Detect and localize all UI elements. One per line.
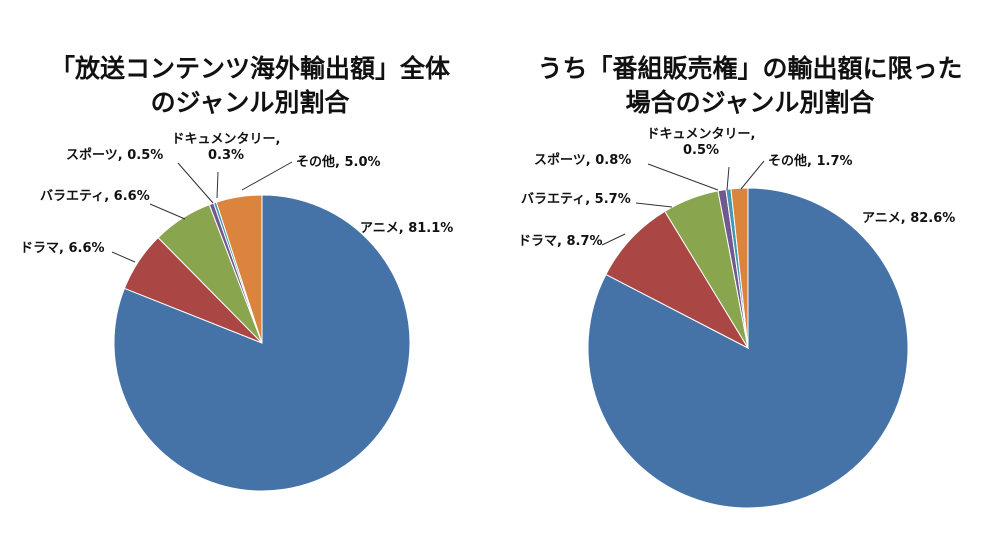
pie-slice-6: [730, 187, 749, 349]
chart-total-export: 「放送コンテンツ海外輸出額」全体 のジャンル別割合 アニメ, 81.1% ドラマ,…: [0, 52, 500, 492]
slice-label: その他, 1.7%: [768, 153, 853, 169]
leader-line: [241, 161, 293, 191]
leader-line: [740, 160, 765, 190]
leader-line: [216, 171, 219, 199]
leader-line: [635, 202, 673, 208]
pie-slice-2: [605, 210, 750, 350]
chart-title-line-2: 場合のジャンル別割合: [625, 88, 875, 117]
slice-label: アニメ, 81.1%: [360, 221, 453, 236]
chart-title: 「放送コンテンツ海外輸出額」全体 のジャンル別割合: [0, 52, 500, 120]
slice-label: ドラマ, 8.7%: [518, 234, 603, 249]
pie-slice-6: [215, 194, 263, 344]
chart-broadcast-rights: うち「番組販売権」の輸出額に限った 場合のジャンル別割合 アニメ, 82.6% ド…: [500, 0, 1000, 560]
leader-line: [177, 162, 214, 204]
slice-label: その他, 5.0%: [296, 154, 381, 170]
chart-title-line-1: 「放送コンテンツ海外輸出額」全体: [49, 54, 450, 83]
slice-label: ドキュメンタリー, 0.3%: [172, 132, 281, 163]
chart-title-line-2: のジャンル別割合: [150, 88, 350, 117]
slice-label: ドラマ, 6.6%: [20, 241, 105, 256]
chart-title-line-1: うち「番組販売権」の輸出額に限った: [537, 54, 963, 83]
slice-label: スポーツ, 0.5%: [66, 147, 163, 163]
pie-chart: アニメ, 82.6% ドラマ, 8.7% バラエティ, 5.7% スポーツ, 0.8%…: [518, 127, 955, 509]
leader-line: [111, 251, 136, 263]
slice-label: バラエティ, 5.7%: [521, 192, 631, 207]
slice-label: ドキュメンタリー, 0.5%: [647, 127, 756, 158]
leader-line: [149, 203, 186, 220]
pie-chart: アニメ, 81.1% ドラマ, 6.6% バラエティ, 6.6% スポーツ, 0.5%…: [20, 132, 453, 492]
leader-line: [726, 166, 730, 191]
leader-line: [647, 163, 719, 191]
leader-line: [601, 233, 626, 246]
chart-title: うち「番組販売権」の輸出額に限った 場合のジャンル別割合: [500, 52, 1000, 120]
slice-label: スポーツ, 0.8%: [534, 152, 631, 168]
slice-label: アニメ, 82.6%: [862, 211, 955, 226]
slice-label: バラエティ, 6.6%: [40, 189, 150, 204]
